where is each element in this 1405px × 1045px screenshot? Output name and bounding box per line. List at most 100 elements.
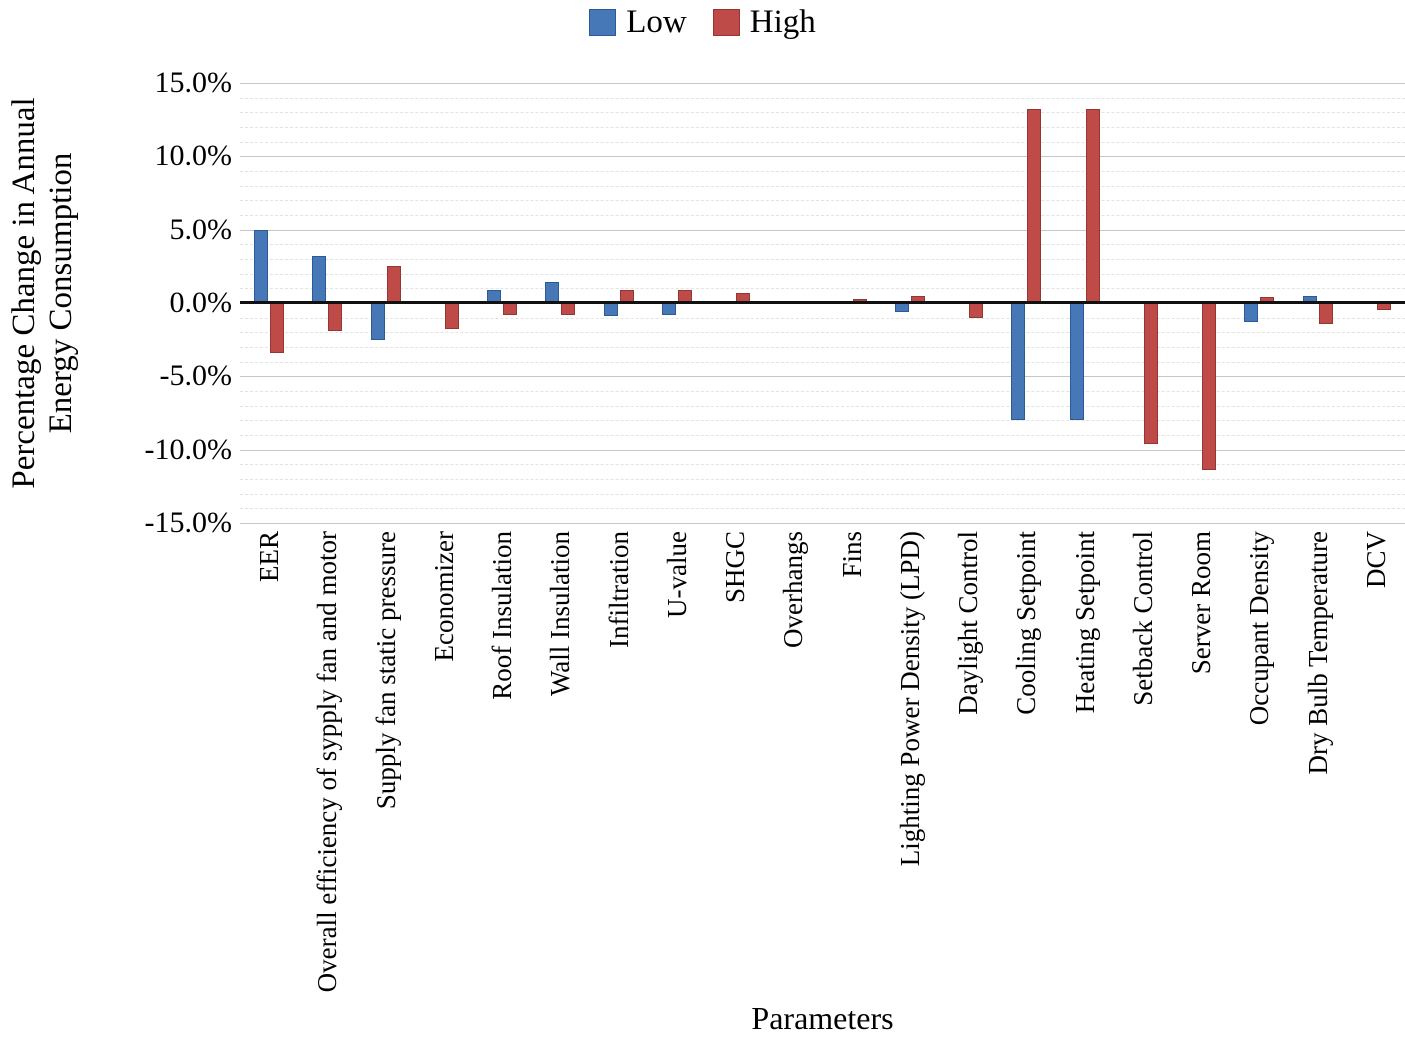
x-category-label-text: Wall Insulation bbox=[545, 531, 576, 697]
x-category-label-12: Daylight Control bbox=[939, 531, 997, 991]
y-axis-title-line1: Percentage Change in Annual bbox=[6, 97, 42, 489]
x-category-label-text: Supply fan static pressure bbox=[370, 531, 401, 810]
bar-high-18 bbox=[1318, 303, 1333, 324]
x-category-label-text: Cooling Setpoint bbox=[1011, 531, 1042, 715]
x-category-label-text: Setback Control bbox=[1127, 531, 1158, 706]
gridline-minor bbox=[240, 273, 1405, 275]
x-category-label-text: Fins bbox=[836, 531, 867, 578]
bar-low-2 bbox=[370, 303, 385, 340]
x-category-label-text: Overhangs bbox=[778, 531, 809, 648]
x-category-label-7: U-value bbox=[648, 531, 706, 991]
y-tick-label: 10.0% bbox=[154, 139, 233, 173]
bar-high-14 bbox=[1085, 109, 1100, 303]
gridline-minor bbox=[240, 259, 1405, 260]
x-category-label-6: Infiltration bbox=[590, 531, 648, 991]
x-category-label-text: U-value bbox=[661, 531, 692, 618]
x-category-label-15: Setback Control bbox=[1114, 531, 1172, 991]
x-category-label-4: Roof Insulation bbox=[473, 531, 531, 991]
x-category-label-19: DCV bbox=[1347, 531, 1405, 991]
gridline-minor bbox=[240, 215, 1405, 216]
x-category-label-text: Lighting Power Density (LPD) bbox=[894, 531, 925, 867]
gridline-minor bbox=[240, 288, 1405, 290]
legend-swatch-high-icon bbox=[712, 8, 740, 36]
bar-low-14 bbox=[1069, 303, 1084, 421]
gridline-major bbox=[240, 156, 1405, 158]
gridline-minor bbox=[240, 420, 1405, 422]
bar-high-1 bbox=[328, 303, 343, 331]
bar-high-16 bbox=[1202, 303, 1217, 471]
gridline-minor bbox=[240, 435, 1405, 436]
x-axis-title: Parameters bbox=[751, 1000, 894, 1036]
bar-high-4 bbox=[503, 303, 518, 315]
bar-high-0 bbox=[270, 303, 285, 353]
bar-low-13 bbox=[1011, 303, 1026, 421]
x-category-label-text: Overall efficiency of sypply fan and mot… bbox=[312, 531, 343, 993]
gridline-minor bbox=[240, 464, 1405, 466]
x-category-label-13: Cooling Setpoint bbox=[997, 531, 1055, 991]
legend-item-high: High bbox=[712, 3, 816, 40]
x-category-label-text: Roof Insulation bbox=[487, 531, 518, 700]
bar-high-15 bbox=[1143, 303, 1158, 444]
bar-low-5 bbox=[545, 282, 560, 303]
y-tick-label: -15.0% bbox=[144, 506, 232, 539]
x-axis-category-labels: EER Overall efficiency of sypply fan and … bbox=[240, 531, 1405, 993]
gridline-minor bbox=[240, 185, 1405, 187]
gridline-minor bbox=[240, 317, 1405, 319]
gridline-minor bbox=[240, 508, 1405, 510]
gridline-minor bbox=[240, 97, 1405, 99]
gridline-minor bbox=[240, 479, 1405, 480]
x-category-label-5: Wall Insulation bbox=[531, 531, 589, 991]
legend: Low High bbox=[0, 0, 1405, 44]
x-category-label-3: Economizer bbox=[415, 531, 473, 991]
gridline-minor bbox=[240, 361, 1405, 363]
bar-high-19 bbox=[1376, 303, 1391, 311]
x-category-label-text: Occupant Density bbox=[1244, 531, 1275, 726]
x-category-label-text: DCV bbox=[1360, 531, 1391, 589]
x-category-label-text: Economizer bbox=[428, 531, 459, 662]
plot-area bbox=[240, 83, 1405, 524]
gridline-minor bbox=[240, 127, 1405, 128]
bar-low-11 bbox=[894, 303, 909, 312]
x-category-label-17: Occupant Density bbox=[1230, 531, 1288, 991]
y-tick-label: -10.0% bbox=[144, 432, 232, 466]
y-tick-label: 0.0% bbox=[169, 286, 233, 319]
x-category-label-16: Server Room bbox=[1172, 531, 1230, 991]
gridline-minor bbox=[240, 391, 1405, 392]
legend-swatch-low-icon bbox=[589, 8, 617, 36]
y-tick-label: 15.0% bbox=[154, 66, 233, 99]
x-category-label-2: Supply fan static pressure bbox=[357, 531, 415, 991]
gridline-major bbox=[240, 523, 1405, 524]
x-category-label-text: EER bbox=[254, 531, 285, 582]
gridline-minor bbox=[240, 112, 1405, 114]
x-category-label-9: Overhangs bbox=[764, 531, 822, 991]
gridline-minor bbox=[240, 171, 1405, 172]
gridline-major bbox=[240, 376, 1405, 378]
x-category-label-10: Fins bbox=[823, 531, 881, 991]
legend-label-high: High bbox=[749, 3, 816, 40]
gridline-minor bbox=[240, 493, 1405, 495]
x-category-label-18: Dry Bulb Temperature bbox=[1289, 531, 1347, 991]
x-category-label-0: EER bbox=[240, 531, 298, 991]
y-tick-label: 5.0% bbox=[169, 212, 233, 246]
gridline-minor bbox=[240, 405, 1405, 407]
y-tick-label: -5.0% bbox=[159, 359, 232, 393]
gridline-minor bbox=[240, 332, 1405, 334]
gridline-minor bbox=[240, 244, 1405, 246]
x-category-label-text: Server Room bbox=[1186, 531, 1217, 675]
gridline-major bbox=[240, 449, 1405, 451]
bar-low-17 bbox=[1244, 303, 1259, 323]
x-category-label-text: Infiltration bbox=[603, 531, 634, 648]
gridline-minor bbox=[240, 200, 1405, 202]
x-category-label-14: Heating Setpoint bbox=[1056, 531, 1114, 991]
legend-label-low: Low bbox=[626, 3, 687, 40]
x-category-label-8: SHGC bbox=[706, 531, 764, 991]
x-category-label-text: Heating Setpoint bbox=[1069, 531, 1100, 714]
x-category-label-text: SHGC bbox=[720, 531, 751, 604]
bar-high-12 bbox=[969, 303, 984, 318]
gridline-major bbox=[240, 229, 1405, 231]
bar-high-5 bbox=[561, 303, 576, 315]
gridline-minor bbox=[240, 347, 1405, 348]
zero-axis-line bbox=[240, 301, 1405, 304]
bar-low-7 bbox=[661, 303, 676, 315]
